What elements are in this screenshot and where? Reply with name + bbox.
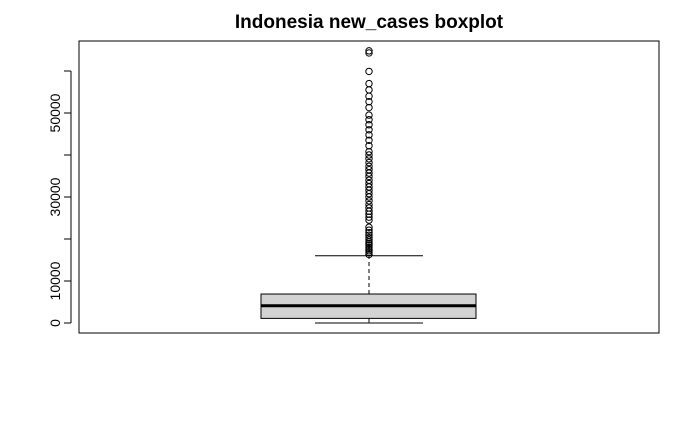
outlier-point — [365, 236, 373, 244]
outlier-point — [365, 121, 373, 129]
outlier-point — [365, 147, 373, 156]
outlier-point — [365, 158, 373, 167]
outlier-point — [365, 226, 373, 234]
outlier-point — [365, 116, 373, 124]
outlier-point — [365, 86, 373, 94]
y-axis: 0 10000 30000 50000 — [47, 70, 72, 327]
outlier-point — [365, 47, 373, 55]
outlier-point — [365, 49, 373, 57]
outlier-point — [365, 166, 373, 174]
outlier-point — [365, 111, 373, 119]
outlier-point — [365, 136, 373, 145]
y-tick-label: 10000 — [47, 261, 63, 300]
outlier-points — [365, 47, 373, 259]
plot-frame — [78, 40, 660, 334]
outlier-point — [365, 229, 373, 237]
outlier-point — [365, 79, 373, 88]
outlier-point — [365, 126, 373, 134]
outlier-point — [365, 142, 373, 150]
chart-title: Indonesia new_cases boxplot — [235, 12, 504, 33]
outlier-point — [365, 216, 373, 224]
outlier-point — [365, 200, 373, 209]
y-tick-label: 0 — [47, 319, 63, 327]
outlier-point — [365, 131, 373, 139]
outlier-point — [365, 179, 373, 188]
outlier-point — [365, 155, 373, 163]
outlier-point — [365, 231, 373, 239]
outlier-point — [365, 162, 373, 171]
outlier-point — [365, 176, 373, 184]
y-tick-label: 30000 — [47, 177, 63, 216]
outlier-point — [365, 97, 373, 106]
outlier-point — [365, 103, 373, 112]
outlier-point — [365, 223, 373, 231]
outlier-point — [365, 151, 373, 159]
outlier-point — [365, 234, 373, 242]
outlier-point — [365, 243, 373, 252]
outlier-point — [365, 213, 373, 221]
outlier-point — [365, 250, 373, 259]
outlier-point — [365, 67, 373, 76]
box-plot — [260, 255, 477, 324]
y-tick-label: 50000 — [47, 93, 63, 132]
outlier-point — [365, 204, 373, 212]
outlier-point — [365, 197, 373, 205]
